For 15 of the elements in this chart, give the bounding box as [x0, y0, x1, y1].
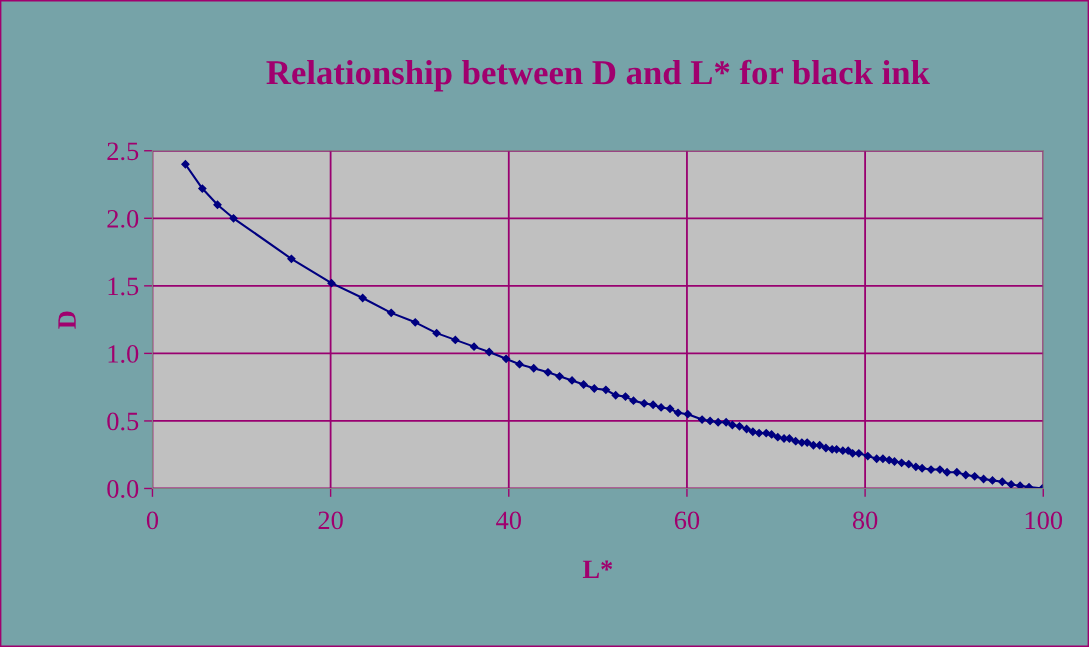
y-tick-label: 2.5 [107, 142, 139, 161]
x-tick-label: 100 [1025, 511, 1063, 530]
y-axis-title: D [58, 311, 76, 329]
y-tick-label: 0.0 [107, 480, 139, 499]
x-tick-label: 80 [852, 511, 878, 530]
y-tick-label: 0.5 [107, 412, 139, 431]
x-tick-label: 40 [496, 511, 521, 530]
y-tick-label: 1.5 [108, 277, 139, 296]
y-tick-label: 2.0 [107, 209, 139, 228]
x-tick-label: 60 [674, 511, 700, 530]
y-tick-label: 1.0 [108, 345, 139, 363]
x-tick-label: 0 [146, 511, 159, 530]
x-tick-label: 20 [318, 511, 343, 530]
x-axis-title: L* [582, 560, 613, 578]
chart-title: Relationship between D and L* for black ink [266, 59, 930, 92]
